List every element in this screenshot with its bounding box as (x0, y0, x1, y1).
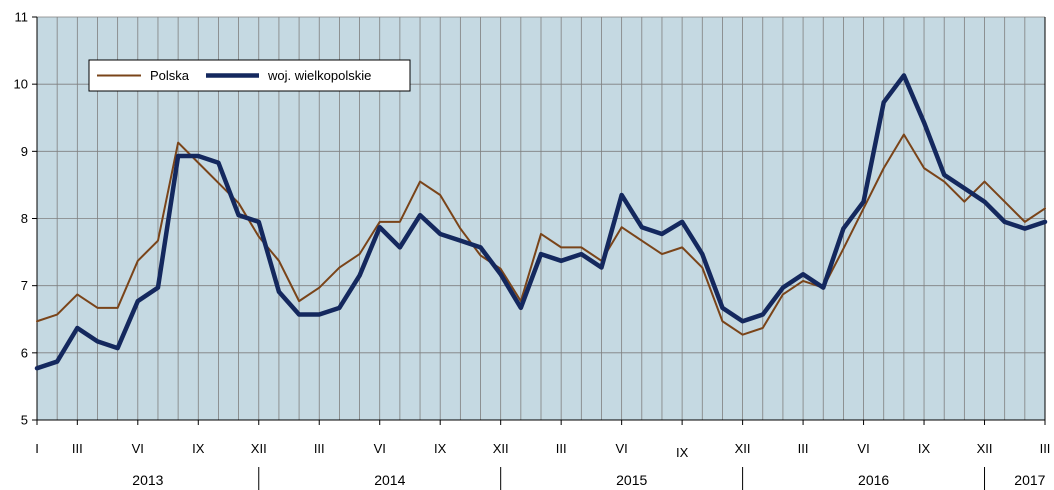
x-tick-label: VI (857, 441, 869, 456)
y-tick-label: 9 (21, 144, 28, 159)
x-tick-label: I (35, 441, 39, 456)
series-line-wielkopolskie (34, 73, 1048, 371)
axes (32, 16, 1046, 490)
x-tick-label: VI (615, 441, 627, 456)
x-tick-label: III (556, 441, 567, 456)
x-tick-label: XII (977, 441, 993, 456)
year-label: 2014 (374, 472, 405, 488)
x-tick-label: IX (192, 441, 205, 456)
x-tick-label: IX (676, 445, 689, 460)
legend: Polska woj. wielkopolskie (88, 59, 411, 92)
x-tick-label: III (314, 441, 325, 456)
year-label: 2015 (616, 472, 647, 488)
x-tick-label: IX (434, 441, 447, 456)
year-label: 2016 (858, 472, 889, 488)
x-tick-label: XII (735, 441, 751, 456)
y-tick-label: 5 (21, 413, 28, 428)
x-tick-label: XII (251, 441, 267, 456)
y-tick-label: 6 (21, 345, 28, 360)
y-tick-labels: 5 6 7 8 9 10 11 (14, 10, 28, 428)
series-line-polska (36, 133, 1046, 336)
x-tick-label: XII (493, 441, 509, 456)
y-tick-label: 8 (21, 211, 28, 226)
x-tick-label: IX (918, 441, 931, 456)
legend-label-polska: Polska (150, 68, 190, 83)
year-label: 2013 (132, 472, 163, 488)
year-labels: 2013 2014 2015 2016 2017 (132, 472, 1045, 488)
x-tick-labels: I III VI IX XII III VI IX XII III VI IX XII III VI IX XI… (35, 441, 1050, 460)
x-tick-label: VI (132, 441, 144, 456)
y-tick-label: 11 (15, 10, 29, 25)
x-tick-label: III (798, 441, 809, 456)
x-tick-label: VI (374, 441, 386, 456)
series-lines (34, 73, 1048, 371)
x-tick-label: III (1040, 441, 1051, 456)
legend-label-wielkopolskie: woj. wielkopolskie (267, 68, 371, 83)
year-label: 2017 (1014, 472, 1045, 488)
x-tick-label: III (72, 441, 83, 456)
y-tick-label: 10 (14, 77, 28, 92)
y-tick-label: 7 (21, 278, 28, 293)
